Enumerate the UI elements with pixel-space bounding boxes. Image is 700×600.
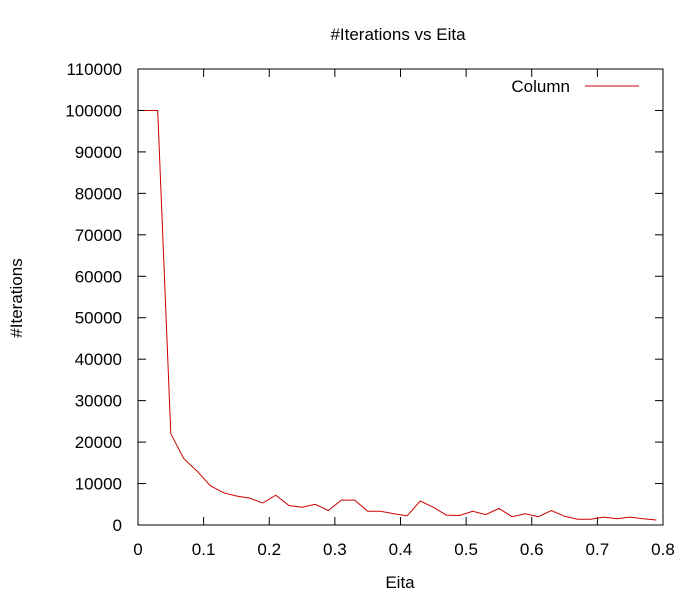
x-tick-label: 0.2: [257, 540, 281, 559]
y-axis-label: #Iterations: [7, 258, 26, 337]
x-tick-label: 0.4: [389, 540, 413, 559]
series-layer: [144, 110, 657, 521]
y-tick-label: 50000: [75, 309, 122, 328]
x-tick-label: 0.7: [586, 540, 610, 559]
y-tick-label: 0: [113, 516, 122, 535]
ticks-layer: 0 0.1 0.2 0.3 0.4 0.5 0.6 0.7 0.8 0 10000 20000 3000…: [65, 60, 675, 559]
legend: Column: [511, 77, 639, 96]
y-tick-label: 20000: [75, 433, 122, 452]
series-line-column: [144, 110, 657, 521]
legend-label-column: Column: [511, 77, 570, 96]
y-tick-label: 30000: [75, 392, 122, 411]
plot-frame: [137, 68, 664, 526]
y-tick-label: 10000: [75, 475, 122, 494]
x-tick-label: 0.1: [192, 540, 216, 559]
y-tick-label: 110000: [67, 60, 122, 79]
y-tick-label: 40000: [75, 350, 122, 369]
x-tick-label: 0.6: [520, 540, 544, 559]
x-tick-label: 0: [133, 540, 142, 559]
y-tick-label: 70000: [75, 226, 122, 245]
y-tick-label: 60000: [75, 267, 122, 286]
x-tick-label: 0.8: [651, 540, 675, 559]
y-tick-label: 90000: [75, 143, 122, 162]
x-tick-label: 0.3: [323, 540, 347, 559]
y-tick-label: 80000: [75, 184, 122, 203]
chart-title: #Iterations vs Eita: [330, 25, 466, 44]
y-tick-label: 100000: [65, 101, 122, 120]
x-tick-label: 0.5: [454, 540, 478, 559]
x-axis-label: Eita: [385, 573, 415, 592]
